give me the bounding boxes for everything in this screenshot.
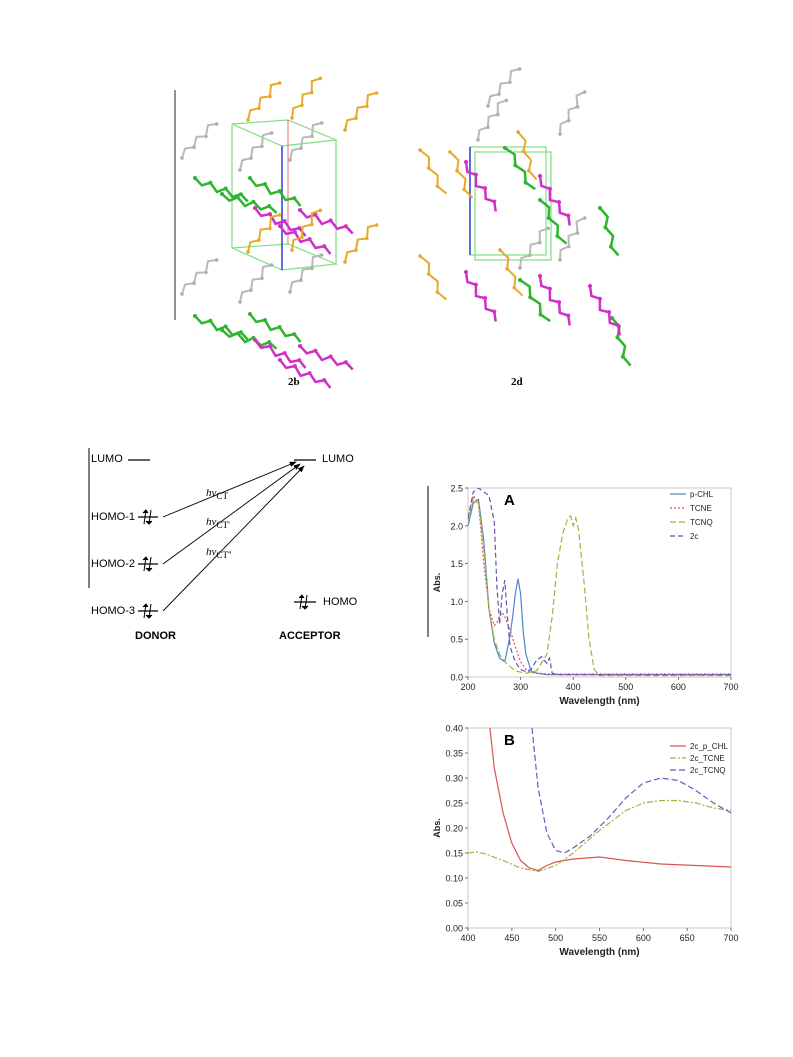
series-line-TCNQ (468, 498, 731, 677)
x-tick-label: 700 (723, 933, 738, 943)
x-tick-label: 600 (671, 682, 686, 692)
panel-label: B (504, 732, 515, 749)
spin-arrows (142, 509, 309, 619)
legend-label: 2c (690, 532, 698, 541)
legend-label: TCNQ (690, 518, 713, 527)
crystal-2d (416, 63, 633, 369)
y-tick-label: 0.25 (445, 799, 463, 809)
x-tick-label: 500 (618, 682, 633, 692)
energy-level-diagram (88, 448, 316, 619)
y-tick-label: 2.0 (450, 521, 463, 531)
x-axis-label: Wavelength (nm) (559, 696, 639, 707)
legend-label: p-CHL (690, 490, 714, 499)
chart-a: 0.0 0.5 1.0 1.5 2.0 2.5 200 300 400 500 600 700 Wave… (427, 484, 739, 707)
homo3-label: HOMO-3 (91, 605, 135, 617)
y-tick-label: 0.15 (445, 849, 463, 859)
y-tick-label: 0.35 (445, 749, 463, 759)
x-tick-label: 650 (680, 933, 695, 943)
transition-label-ct-prime: hνCT' (206, 516, 230, 531)
x-tick-label: 400 (460, 933, 475, 943)
y-tick-label: 1.0 (450, 597, 463, 607)
acceptor-homo-label: HOMO (323, 596, 358, 608)
transition-label-ct: hνCT (206, 487, 229, 502)
ct-arrow-3 (162, 465, 305, 612)
legend-label: 2c_p_CHL (690, 742, 728, 751)
panel-label: A (504, 492, 515, 509)
y-tick-label: 2.5 (450, 484, 463, 494)
acceptor-lumo-label: LUMO (322, 453, 354, 465)
chart-b: 0.00 0.05 0.10 0.15 0.20 0.25 0.30 0.35 0.40 400 4… (432, 724, 739, 959)
x-tick-label: 600 (636, 933, 651, 943)
legend-label: 2c_TCNQ (690, 766, 726, 775)
y-tick-label: 1.5 (450, 559, 463, 569)
ct-arrow-1 (162, 461, 297, 518)
crystal-label-2d: 2d (511, 376, 523, 388)
y-tick-label: 0.40 (445, 724, 463, 734)
y-tick-label: 0.30 (445, 774, 463, 784)
x-tick-label: 550 (592, 933, 607, 943)
x-tick-label: 200 (460, 682, 475, 692)
series-line-TCNE (468, 494, 731, 675)
y-tick-label: 0.5 (450, 635, 463, 645)
y-axis-label: Abs. (432, 573, 442, 593)
x-tick-label: 450 (504, 933, 519, 943)
y-tick-label: 0.20 (445, 824, 463, 834)
crystal-packing-figure (172, 63, 633, 390)
y-axis-label: Abs. (432, 818, 442, 838)
y-tick-label: 0.05 (445, 899, 463, 909)
homo2-label: HOMO-2 (91, 558, 135, 570)
legend-label: 2c_TCNE (690, 754, 725, 763)
homo1-label: HOMO-1 (91, 511, 135, 523)
x-tick-label: 300 (513, 682, 528, 692)
legend-label: TCNE (690, 504, 712, 513)
x-tick-label: 400 (566, 682, 581, 692)
acceptor-label: ACCEPTOR (279, 630, 341, 642)
x-tick-label: 500 (548, 933, 563, 943)
donor-lumo-label: LUMO (91, 453, 123, 465)
series-line-2c_p_CHL (489, 728, 731, 872)
crystal-label-2b: 2b (288, 376, 300, 388)
series-line-2c_TCNE (468, 799, 731, 873)
crystal-2b (172, 73, 386, 390)
x-axis-label: Wavelength (nm) (559, 947, 639, 958)
y-tick-label: 0.0 (450, 673, 463, 683)
donor-label: DONOR (135, 630, 176, 642)
y-tick-label: 0.10 (445, 874, 463, 884)
series-line-2c_TCNQ (531, 728, 731, 854)
ct-arrow-2 (162, 463, 301, 565)
series-line-2c (468, 488, 731, 676)
plot-frame (467, 487, 732, 678)
x-tick-label: 700 (723, 682, 738, 692)
y-tick-label: 0.00 (445, 924, 463, 934)
transition-label-ct-double-prime: hνCT'' (206, 546, 232, 561)
